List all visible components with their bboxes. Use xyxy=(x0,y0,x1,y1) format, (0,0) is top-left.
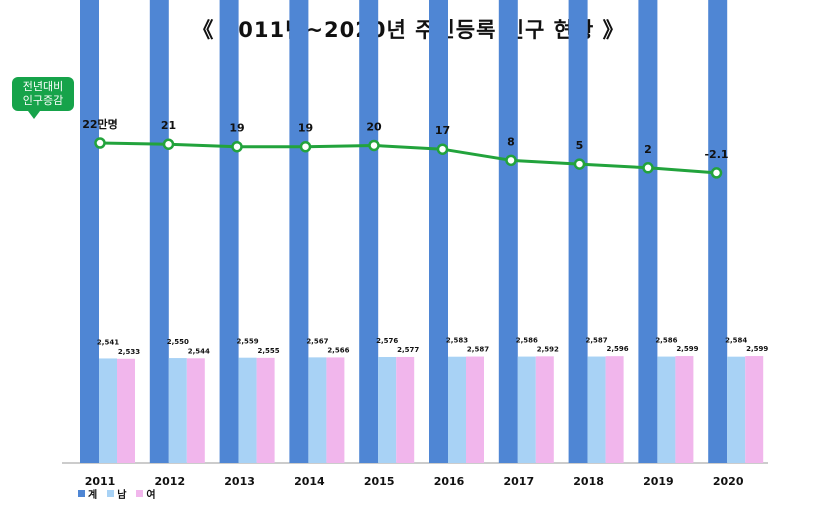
growth-label-2013: 19 xyxy=(229,122,244,135)
bar-female-2012 xyxy=(186,358,205,463)
label-female-2019: 2,599 xyxy=(676,345,698,353)
chart-legend: 계 남 여 xyxy=(78,486,156,501)
growth-line xyxy=(99,141,717,175)
label-female-2011: 2,533 xyxy=(118,348,140,356)
label-male-2011: 2,541 xyxy=(97,338,119,346)
label-male-2017: 2,586 xyxy=(516,337,538,345)
growth-point-2014 xyxy=(299,140,312,153)
bar-male-2015 xyxy=(378,356,397,463)
legend-label-female: 여 xyxy=(146,490,156,501)
growth-point-2019 xyxy=(642,162,654,174)
growth-point-2016 xyxy=(436,143,449,155)
growth-label-2019: 2 xyxy=(644,143,652,156)
bar-total-2016 xyxy=(429,0,448,464)
growth-point-2017 xyxy=(505,154,517,167)
label-female-2014: 2,566 xyxy=(327,346,349,354)
legend-label-total: 계 xyxy=(88,490,98,501)
bar-male-2018 xyxy=(587,356,606,463)
bar-total-2018 xyxy=(568,0,588,463)
label-male-2019: 2,586 xyxy=(655,337,677,345)
label-female-2015: 2,577 xyxy=(397,346,419,354)
growth-label-2012: 21 xyxy=(161,119,176,132)
bar-male-2013 xyxy=(238,357,257,463)
bar-total-2014 xyxy=(289,0,309,464)
growth-point-2012 xyxy=(162,138,175,150)
growth-point-2020 xyxy=(710,167,723,179)
growth-label-2016: 17 xyxy=(435,124,450,137)
bar-female-2020 xyxy=(745,356,764,463)
bar-total-2017 xyxy=(498,0,518,463)
legend-item-total: 계 xyxy=(78,486,97,501)
legend-swatch-total xyxy=(78,490,85,497)
tick-label-2019: 2019 xyxy=(643,475,674,488)
label-male-2016: 2,583 xyxy=(446,337,468,345)
bar-total-2019 xyxy=(638,0,658,463)
label-male-2020: 2,584 xyxy=(725,337,747,345)
label-male-2014: 2,567 xyxy=(306,337,328,345)
label-female-2016: 2,587 xyxy=(467,346,489,354)
callout-line-1: 전년대비 xyxy=(22,80,64,93)
bar-female-2011 xyxy=(117,358,135,463)
growth-label-2014: 19 xyxy=(298,122,313,135)
legend-item-female: 여 xyxy=(136,486,156,501)
tick-label-2011: 2011 xyxy=(85,475,116,488)
label-male-2012: 2,550 xyxy=(167,338,189,346)
label-female-2018: 2,596 xyxy=(607,345,629,353)
tick-label-2015: 2015 xyxy=(364,475,395,488)
legend-label-male: 남 xyxy=(117,490,127,501)
growth-label-2020: -2.1 xyxy=(704,148,728,161)
growth-point-2011 xyxy=(94,137,106,149)
growth-label-2011: 22만명 xyxy=(82,117,118,131)
tick-label-2020: 2020 xyxy=(713,475,744,488)
bar-female-2014 xyxy=(326,357,345,463)
bar-female-2019 xyxy=(675,356,694,463)
chart-title: 《 2011년~2020년 주민등록 인구 현황 》 xyxy=(192,18,625,42)
growth-point-2018 xyxy=(573,158,586,170)
bar-total-2015 xyxy=(359,0,379,463)
label-female-2017: 2,592 xyxy=(537,345,559,353)
tick-label-2012: 2012 xyxy=(154,475,185,488)
growth-label-2018: 5 xyxy=(576,139,584,152)
bar-total-2013 xyxy=(219,0,239,464)
callout-line-2: 인구증감 xyxy=(22,94,64,107)
label-female-2013: 2,555 xyxy=(258,347,280,355)
bar-male-2011 xyxy=(99,358,117,463)
bar-male-2014 xyxy=(308,357,327,463)
growth-label-2015: 20 xyxy=(366,120,382,133)
label-female-2012: 2,544 xyxy=(188,347,210,355)
bar-female-2018 xyxy=(605,356,624,463)
bar-female-2017 xyxy=(535,356,554,463)
legend-item-male: 남 xyxy=(107,486,126,501)
label-male-2013: 2,559 xyxy=(237,338,259,346)
bar-male-2012 xyxy=(168,358,187,463)
bar-male-2020 xyxy=(727,356,746,463)
bar-male-2019 xyxy=(657,356,676,463)
growth-point-2013 xyxy=(231,140,243,153)
callout-tail xyxy=(28,111,40,119)
bar-male-2017 xyxy=(517,356,536,463)
growth-callout: 전년대비 인구증감 xyxy=(12,77,74,111)
tick-label-2018: 2018 xyxy=(573,475,604,488)
tick-label-2013: 2013 xyxy=(224,475,255,488)
bar-total-2020 xyxy=(708,0,728,463)
legend-swatch-female xyxy=(136,490,144,497)
bar-total-2012 xyxy=(149,0,169,464)
bar-total-2011 xyxy=(80,0,99,463)
legend-swatch-male xyxy=(107,490,115,497)
label-male-2015: 2,576 xyxy=(376,337,398,345)
growth-point-2015 xyxy=(368,139,380,152)
bar-female-2013 xyxy=(256,357,275,463)
label-female-2020: 2,599 xyxy=(746,345,768,353)
tick-label-2016: 2016 xyxy=(434,475,465,488)
tick-label-2014: 2014 xyxy=(294,475,325,488)
label-male-2018: 2,587 xyxy=(586,337,608,345)
bar-male-2016 xyxy=(448,356,466,463)
tick-label-2017: 2017 xyxy=(503,475,534,488)
bar-female-2016 xyxy=(466,356,484,463)
bar-female-2015 xyxy=(396,356,415,463)
growth-label-2017: 8 xyxy=(507,135,515,148)
